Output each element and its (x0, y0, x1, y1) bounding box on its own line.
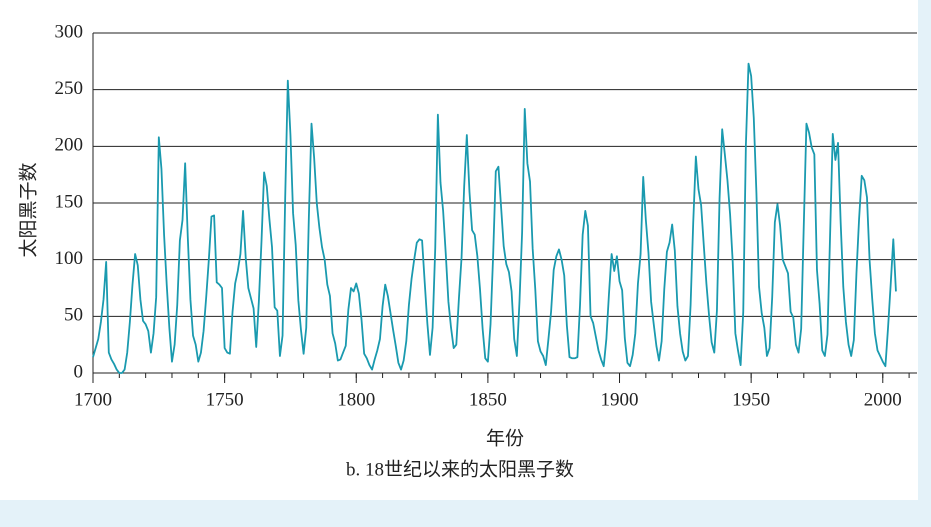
y-tick-label: 50 (64, 305, 83, 326)
y-tick-label: 300 (55, 21, 84, 42)
panel (0, 0, 918, 500)
y-tick-label: 200 (55, 135, 84, 156)
x-tick-label: 1750 (206, 389, 244, 410)
x-axis-label: 年份 (486, 427, 524, 449)
x-tick-label: 2000 (864, 389, 902, 410)
y-tick-label: 150 (55, 191, 84, 212)
x-tick-label: 1700 (74, 389, 112, 410)
y-axis-label: 太阳黑子数 (17, 162, 39, 257)
x-tick-label: 1900 (601, 389, 639, 410)
caption: b. 18世纪以来的太阳黑子数 (346, 458, 574, 480)
y-tick-label: 100 (55, 248, 84, 269)
x-tick-label: 1850 (469, 389, 507, 410)
data-line (92, 62, 897, 374)
x-tick-label: 1800 (337, 389, 375, 410)
y-tick-label: 0 (74, 361, 84, 382)
y-tick-label: 250 (55, 78, 84, 99)
x-tick-label: 1950 (732, 389, 770, 410)
